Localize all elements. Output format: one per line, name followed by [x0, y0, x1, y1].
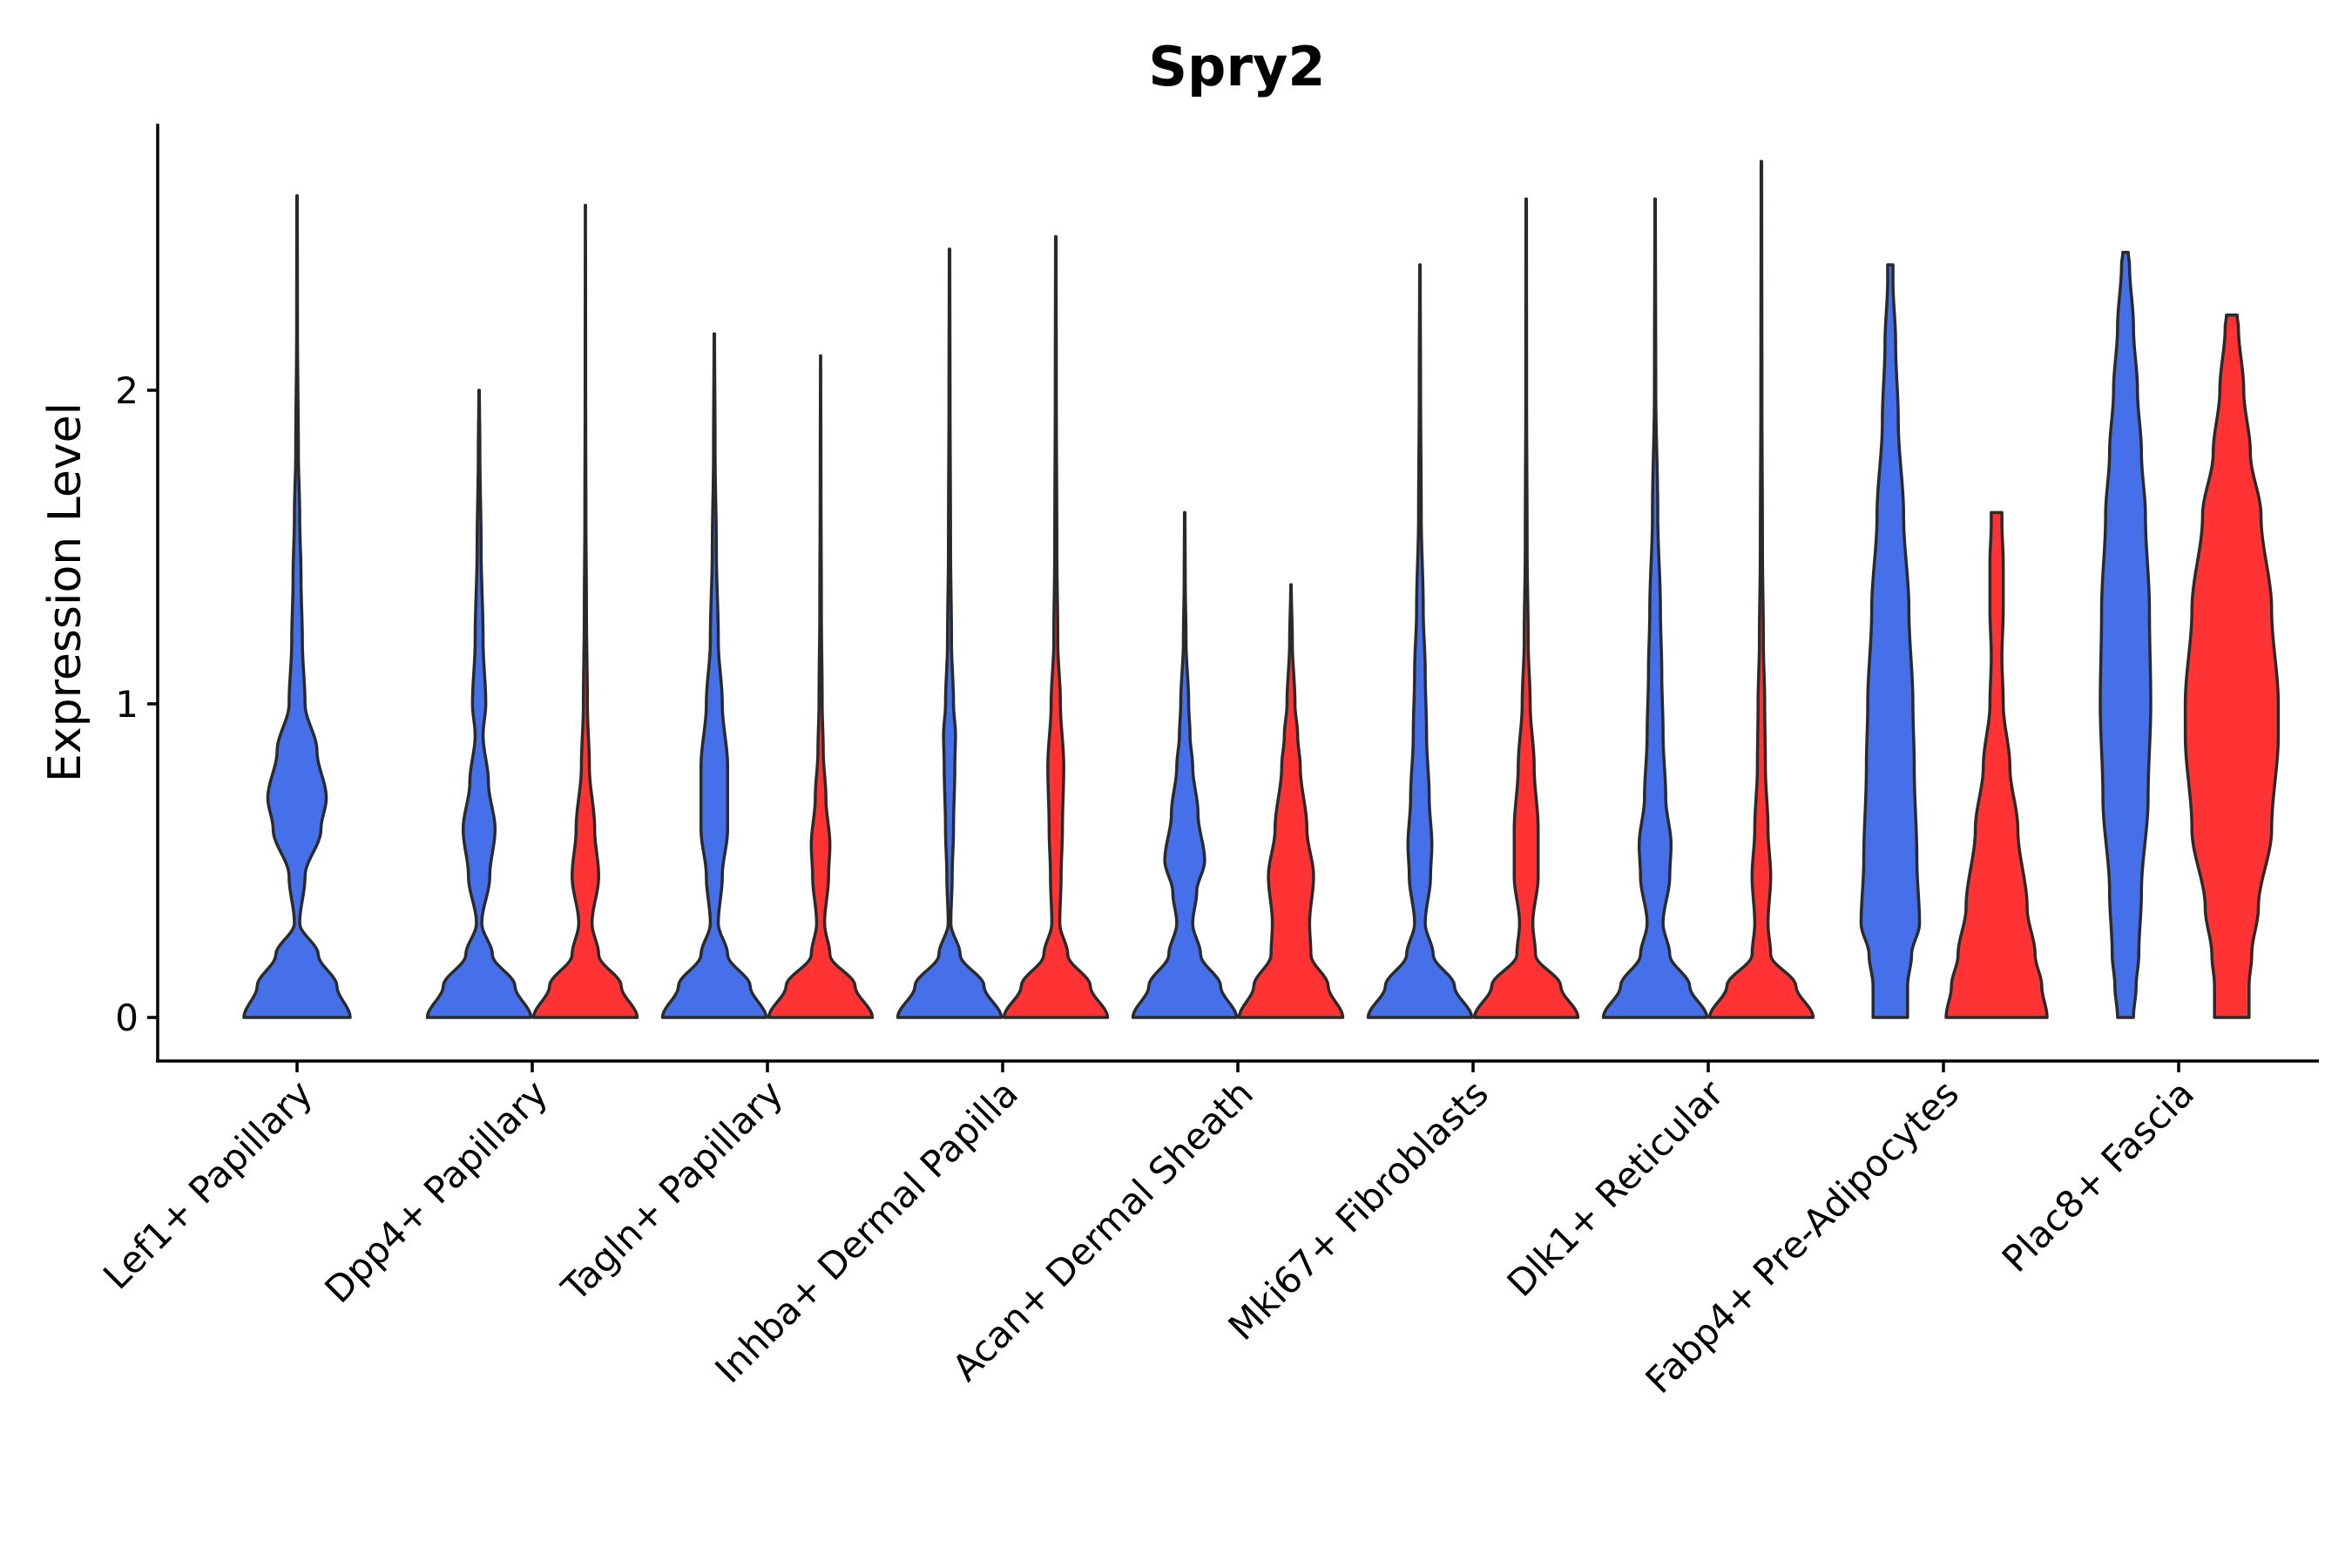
violin-red	[1707, 159, 1815, 1019]
y-axis-ticks: 0 1 2	[115, 369, 158, 1039]
violin-blue	[1601, 197, 1709, 1019]
violin-blue	[896, 247, 1004, 1019]
violin-red	[2183, 313, 2281, 1019]
chart-title: Spry2	[1148, 35, 1325, 98]
violin-blue	[660, 332, 768, 1019]
violin-red	[1237, 583, 1345, 1019]
violin-red	[767, 354, 875, 1019]
x-tick-label: Mki67+ Fibroblasts	[1220, 1071, 1497, 1348]
y-tick-label: 0	[115, 997, 139, 1039]
violin-red	[1002, 234, 1110, 1019]
violin-blue	[1859, 263, 1922, 1019]
violin-blue	[425, 389, 533, 1019]
x-tick-label: Lef1+ Papillary	[95, 1071, 321, 1297]
violin-red	[1944, 510, 2049, 1019]
x-tick-label: Tagln+ Papillary	[553, 1071, 791, 1309]
x-tick-label: Plac8+ Fascia	[1994, 1071, 2202, 1280]
violin-blue	[1131, 510, 1239, 1019]
violin-blue	[1366, 263, 1474, 1019]
y-tick-label: 1	[115, 683, 139, 726]
violin-blue	[242, 194, 352, 1019]
y-axis-label: Expression Level	[39, 402, 91, 782]
violin-red	[531, 203, 639, 1019]
y-tick-label: 2	[115, 369, 139, 412]
violin-red	[1472, 197, 1580, 1019]
violin-layer	[242, 159, 2281, 1019]
x-tick-label: Dpp4+ Papillary	[316, 1071, 556, 1311]
x-tick-label: Dlk1+ Reticular	[1499, 1071, 1733, 1305]
violin-blue	[2099, 250, 2153, 1019]
